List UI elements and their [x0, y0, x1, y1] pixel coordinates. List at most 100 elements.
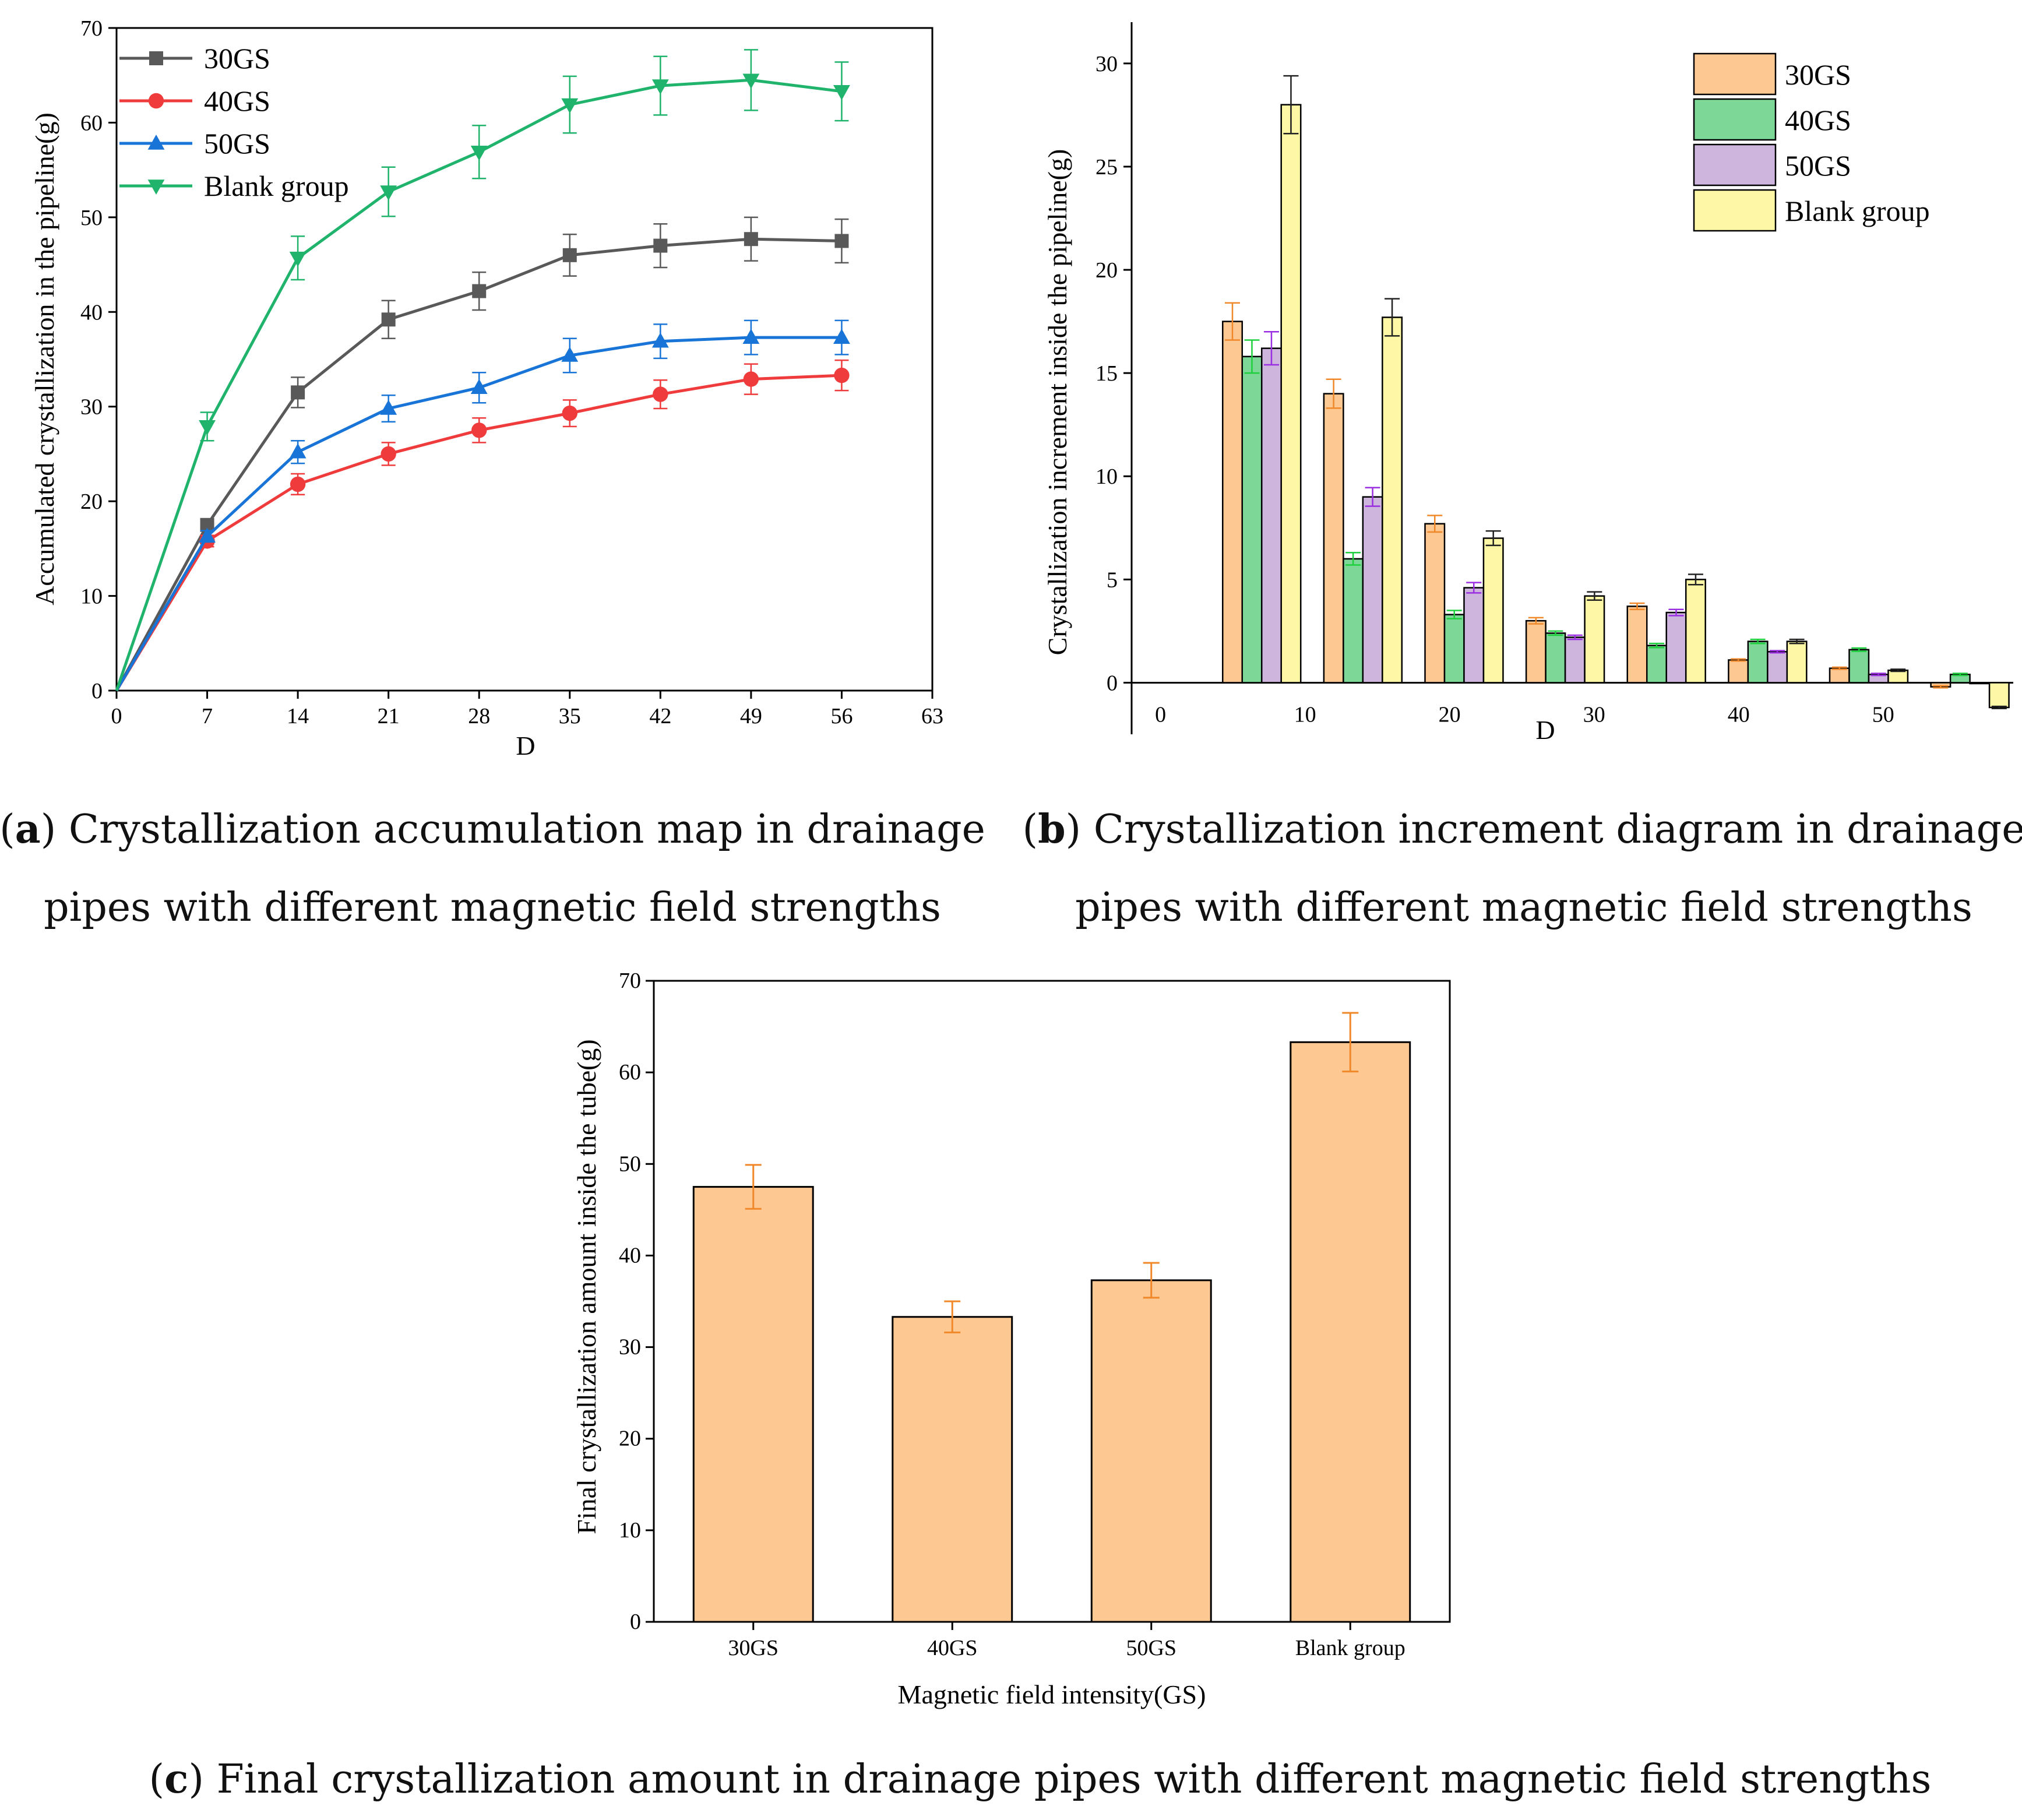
- panel-a-legend-marker: [147, 135, 165, 150]
- panel-c-y-tick-label: 70: [619, 969, 641, 993]
- panel-b-bar-group: [1323, 298, 1403, 684]
- panel-a-point: [742, 73, 760, 89]
- panel-b-error-bar: [1225, 302, 1240, 341]
- panel-a-legend-marker: [149, 51, 163, 65]
- panel-a-legend-marker: [147, 179, 165, 195]
- caption-c-letter: c: [164, 1756, 188, 1803]
- panel-a-point: [653, 238, 668, 253]
- panel-b-y-axis-title: Crystallization increment inside the pip…: [1042, 149, 1072, 656]
- panel-a-legend-label: 50GS: [204, 127, 270, 160]
- caption-b-line2: pipes with different magnetic field stre…: [1075, 885, 1972, 931]
- panel-b-bar-40gs: [1646, 645, 1667, 684]
- panel-b-bar-blank-group: [1280, 104, 1302, 684]
- panel-b-legend-label: Blank group: [1785, 195, 1930, 227]
- panel-a-point: [290, 476, 306, 492]
- panel-b-bar-30gs: [1626, 606, 1648, 684]
- panel-b-bar-50gs: [1260, 347, 1282, 684]
- panel-a-series-40gs: [115, 359, 850, 692]
- panel-b-legend-swatch: [1693, 189, 1777, 232]
- panel-b-bar-50gs: [1463, 587, 1485, 684]
- panel-c-y-tick-label: 30: [619, 1335, 641, 1360]
- panel-b-error-bar: [1789, 638, 1805, 645]
- panel-c-error-bar: [944, 1300, 961, 1333]
- panel-a-y-tick-label: 10: [80, 585, 103, 609]
- panel-a-line-chart: 0 7 14 21 28 35 42 49 56 63 0 10 20 30 40 50 60 70 30GS 40…: [30, 16, 943, 761]
- panel-a-point: [651, 79, 669, 95]
- panel-b-error-bar: [1870, 673, 1886, 677]
- panel-b-error-bar: [1731, 658, 1746, 662]
- panel-b-x-tick-label: 30: [1583, 702, 1605, 727]
- panel-b-y-tick-label: 10: [1095, 464, 1118, 489]
- panel-b-legend-swatch: [1693, 143, 1777, 186]
- panel-c-bars-layer: [692, 1012, 1411, 1623]
- panel-a-point: [471, 423, 487, 438]
- panel-a-legend-label: Blank group: [204, 170, 349, 202]
- panel-a-series-blank-group: [115, 49, 850, 691]
- panel-a-x-tick-label: 0: [111, 704, 122, 728]
- panel-a-ticks: 0 7 14 21 28 35 42 49 56 63 0 10 20 30 40 50 60 70: [80, 16, 943, 728]
- panel-b-error-bar: [1326, 378, 1341, 409]
- panel-b-bar-group: [1222, 75, 1302, 684]
- panel-b-error-bar: [1528, 617, 1544, 625]
- caption-b-letter: b: [1038, 806, 1066, 853]
- caption-b-text: ) Crystallization increment diagram in d…: [1066, 807, 2022, 853]
- panel-a-y-tick-label: 30: [80, 395, 103, 420]
- panel-b-bar-blank-group: [1382, 316, 1403, 684]
- panel-a-legend-marker: [148, 93, 164, 109]
- panel-c-y-tick-label: 10: [619, 1518, 641, 1543]
- panel-c-error-bar: [745, 1164, 762, 1210]
- panel-c-y-tick-label: 60: [619, 1060, 641, 1085]
- panel-a-y-tick-label: 0: [91, 679, 103, 703]
- panel-b-bar-group: [1728, 638, 1808, 684]
- panel-b-bars-layer: [1222, 75, 2010, 709]
- panel-a-point: [833, 85, 850, 100]
- panel-a-point: [834, 367, 850, 383]
- panel-b-legend-label: 50GS: [1785, 149, 1851, 182]
- panel-b-y-tick-label: 25: [1095, 155, 1118, 179]
- panel-b-bar-50gs: [1564, 636, 1586, 684]
- panel-b-bar-group: [1930, 673, 2010, 709]
- panel-b-bar-30gs: [1424, 523, 1446, 684]
- panel-b-bar-40gs: [1443, 614, 1465, 684]
- panel-b-bar-30gs: [1829, 667, 1850, 684]
- panel-b-bar-50gs: [1767, 651, 1788, 684]
- panel-b-bar-50gs: [1665, 611, 1687, 684]
- panel-a-point: [199, 420, 216, 435]
- panel-b-error-bar: [1668, 608, 1684, 617]
- panel-c-plot-frame: [653, 980, 1451, 1623]
- panel-b-error-bar: [1952, 673, 1968, 677]
- caption-a-letter: a: [15, 806, 41, 853]
- panel-a-x-tick-label: 21: [378, 704, 400, 728]
- caption-a-line1: (a) Crystallization accumulation map in …: [0, 806, 985, 853]
- panel-a-point: [380, 399, 397, 415]
- panel-a-point: [380, 185, 397, 201]
- panel-b-bar-blank-group: [1482, 537, 1504, 684]
- panel-c-y-tick-label: 20: [619, 1427, 641, 1451]
- panel-b-error-bar: [1345, 552, 1361, 566]
- panel-a-x-tick-label: 35: [559, 704, 581, 728]
- panel-a-x-tick-label: 14: [287, 704, 309, 728]
- panel-b-bar-30gs: [1728, 659, 1749, 684]
- panel-b-bar-30gs: [1525, 619, 1547, 684]
- panel-b-bar-blank-group: [1988, 682, 2010, 709]
- panel-a-y-axis-title: Accumulated crystallization in the pipel…: [30, 112, 59, 606]
- panel-a-point: [381, 312, 396, 327]
- panel-a-y-tick-label: 60: [80, 111, 103, 135]
- panel-c-bar-blank-group: [1290, 1041, 1411, 1623]
- panel-b-error-bar: [1548, 630, 1563, 636]
- panel-b-error-bar: [1750, 638, 1766, 645]
- panel-a-y-tick-label: 70: [80, 16, 103, 41]
- panel-b-legend: 30GS 40GS 50GS Blank group: [1693, 52, 1930, 232]
- panel-b-legend-swatch: [1693, 98, 1777, 141]
- panel-b-error-bar: [1770, 650, 1785, 654]
- caption-c-text: ) Final crystallization amount in draina…: [188, 1756, 1931, 1803]
- panel-a-point: [562, 248, 577, 262]
- panel-b-y-tick-label: 30: [1095, 52, 1118, 76]
- panel-c-y-axis-title: Final crystallization amount inside the …: [572, 1039, 601, 1534]
- panel-b-bar-40gs: [1241, 355, 1263, 684]
- panel-b-legend-label: 40GS: [1785, 104, 1851, 136]
- panel-b-error-bar: [1263, 331, 1279, 366]
- panel-b-error-bar: [1688, 573, 1703, 586]
- panel-b-bar-40gs: [1343, 558, 1364, 684]
